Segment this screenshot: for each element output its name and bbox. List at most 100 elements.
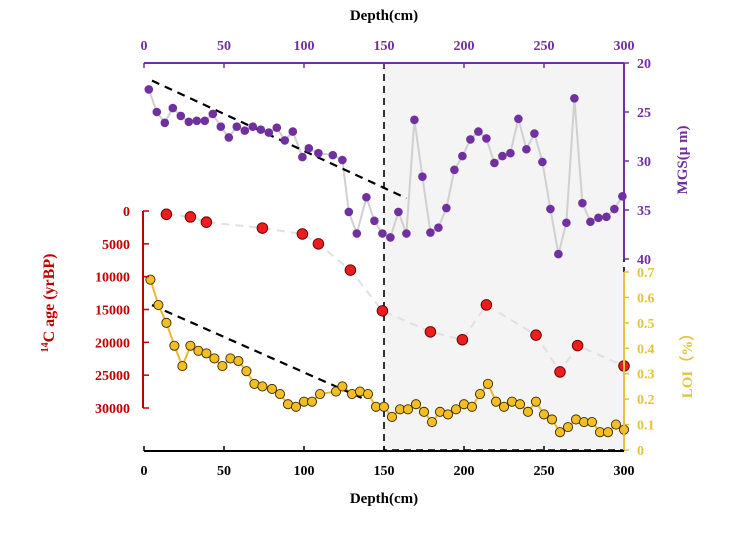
mgs-y-tick-label: 25 [637,106,651,121]
mgs-point [224,133,234,142]
loi-point [386,411,398,422]
loi-point [562,422,574,433]
loi-point [177,361,188,372]
mgs-point [402,229,411,238]
mgs-point [240,126,250,135]
age-y-tick-label: 15000 [95,304,130,319]
mgs-point [272,123,282,132]
age-point [530,329,542,341]
loi-axis-title: LOI（%） [678,326,696,399]
loi-trend-line [151,304,363,399]
top-x-tick-label: 300 [614,39,635,54]
age-point [184,211,197,223]
mgs-point [466,135,475,144]
mgs-point [594,213,603,223]
loi-point [241,366,252,377]
mgs-point [160,118,170,128]
loi-point [466,401,478,412]
loi-point [538,409,550,420]
mgs-point [378,229,387,238]
mgs-point [618,191,627,201]
age-axis-title-text: C age (yrBP) [41,254,58,343]
mgs-y-tick-label: 20 [637,57,651,72]
loi-point [274,389,286,400]
top-x-tick-label: 100 [294,39,315,54]
mgs-point [554,249,563,259]
age-y-tick-label: 25000 [95,369,130,384]
loi-point [217,361,228,372]
loi-point [610,419,622,430]
age-point [200,216,213,228]
age-series-line [166,213,625,374]
mgs-point [314,148,323,158]
bottom-x-tick-label: 0 [141,464,148,479]
bottom-x-axis-title: Depth(cm) [350,491,418,507]
age-axis-title: 14C age (yrBP) [40,254,58,353]
loi-point [290,401,302,412]
mgs-point [514,114,523,124]
age-point [376,305,389,317]
mgs-point [152,107,162,117]
age-axis-title-superscript: 14 [40,342,51,352]
loi-point [514,399,526,410]
mgs-point [288,127,298,136]
loi-point [586,416,598,428]
mgs-point [192,116,202,126]
mgs-point [352,229,362,238]
loi-point [498,401,510,412]
mgs-point [394,207,403,217]
loi-point [209,353,220,364]
mgs-point [184,117,194,127]
mgs-point [586,217,595,227]
mgs-point [610,204,619,214]
mgs-point [522,144,531,154]
loi-y-tick-label: 0.5 [637,317,655,332]
mgs-point [176,111,186,121]
top-x-tick-label: 0 [141,39,148,54]
top-x-tick-label: 50 [217,39,231,54]
loi-point [602,427,614,438]
mgs-point [264,128,274,137]
mgs-y-tick-label: 35 [637,204,651,219]
loi-point [426,416,438,428]
mgs-point [474,127,483,136]
mgs-point [200,116,210,126]
mgs-point [304,143,314,153]
age-point [312,238,325,250]
loi-y-tick-label: 0.4 [637,342,655,357]
age-y-tick-label: 30000 [95,402,130,417]
loi-y-tick-label: 0.7 [637,266,655,281]
mgs-point [418,172,427,181]
mgs-point [168,103,178,113]
loi-point [546,414,558,425]
mgs-point [256,125,266,134]
loi-point [482,378,494,389]
mgs-point [144,85,154,94]
loi-point [233,355,244,367]
age-point [256,222,269,234]
loi-point [362,389,374,400]
age-point [424,326,437,338]
loi-point [522,406,534,417]
age-y-tick-label: 5000 [102,238,130,253]
top-x-tick-label: 200 [454,39,475,54]
loi-point [530,396,542,407]
loi-point [410,399,422,410]
mgs-point [490,158,499,168]
bottom-x-tick-label: 250 [534,464,555,479]
loi-point [490,396,502,407]
loi-point [418,406,430,417]
top-x-axis-title: Depth(cm) [350,8,418,24]
bottom-x-tick-label: 300 [614,464,635,479]
age-y-tick-label: 20000 [95,336,130,351]
loi-y-tick-label: 0 [637,444,644,459]
age-point [571,339,584,352]
loi-point [266,383,278,395]
loi-point [201,348,212,359]
loi-point [185,340,196,351]
loi-point [378,401,390,412]
mgs-point [426,228,435,237]
loi-y-tick-label: 0.6 [637,291,655,306]
mgs-point [578,198,587,208]
